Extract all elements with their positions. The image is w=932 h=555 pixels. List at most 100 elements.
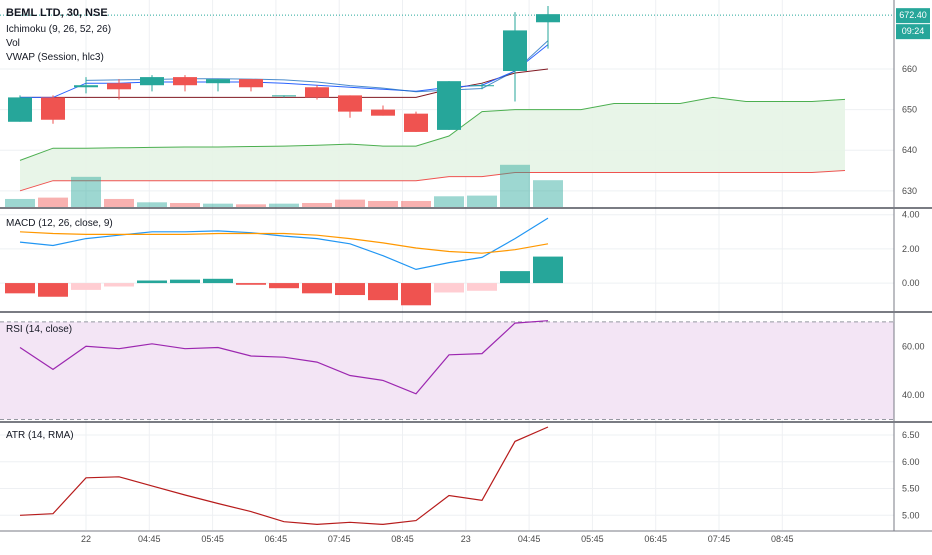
macd-histogram-bar[interactable] — [467, 283, 497, 291]
volume-bar[interactable] — [269, 203, 299, 207]
time-tick-label: 06:45 — [265, 534, 288, 544]
legend-macd[interactable]: MACD (12, 26, close, 9) — [6, 218, 113, 229]
volume-bar[interactable] — [236, 204, 266, 207]
price-scales[interactable]: 630 640 650 660 0.00 2.00 4.00 40.00 60.00 5.00 5.… — [902, 64, 925, 520]
legend-vwap[interactable]: VWAP (Session, hlc3) — [6, 52, 104, 63]
macd-histogram-bar[interactable] — [71, 283, 101, 290]
value-tick-label: 6.00 — [902, 457, 920, 467]
candle-body[interactable] — [338, 95, 362, 112]
value-tick-label: 660 — [902, 64, 917, 74]
macd-histogram-bar[interactable] — [236, 283, 266, 285]
macd-histogram-bar[interactable] — [137, 280, 167, 284]
candle-body[interactable] — [503, 30, 527, 72]
volume-bar[interactable] — [302, 202, 332, 207]
value-tick-label: 5.00 — [902, 510, 920, 520]
macd-histogram-bar[interactable] — [500, 271, 530, 284]
candle-body[interactable] — [470, 85, 494, 87]
value-tick-label: 0.00 — [902, 278, 920, 288]
volume-bar[interactable] — [38, 197, 68, 207]
time-tick-label: 04:45 — [138, 534, 161, 544]
macd-line[interactable] — [19, 217, 549, 271]
volume-bar[interactable] — [71, 176, 101, 207]
time-tick-label: 23 — [461, 534, 471, 544]
rsi-band-fill — [0, 321, 894, 420]
volume-bar[interactable] — [500, 164, 530, 207]
candle-body[interactable] — [41, 97, 65, 120]
value-tick-label: 2.00 — [902, 244, 920, 254]
value-tick-label: 630 — [902, 186, 917, 196]
candle-body[interactable] — [305, 87, 329, 98]
ichimoku-cloud — [20, 97, 845, 191]
atr-line[interactable] — [19, 426, 549, 526]
symbol-title[interactable]: BEML LTD, 30, NSE — [6, 7, 108, 19]
candle-body[interactable] — [206, 79, 230, 84]
macd-histogram-bar[interactable] — [269, 283, 299, 289]
time-tick-label: 07:45 — [328, 534, 351, 544]
legend-ichimoku[interactable]: Ichimoku (9, 26, 52, 26) — [6, 24, 111, 35]
legend-rsi[interactable]: RSI (14, close) — [6, 324, 72, 335]
candle-body[interactable] — [437, 81, 461, 130]
macd-histogram-bar[interactable] — [368, 283, 398, 301]
candle-body[interactable] — [74, 85, 98, 88]
value-tick-label: 6.50 — [902, 430, 920, 440]
candle-body[interactable] — [536, 14, 560, 23]
volume-bar[interactable] — [401, 200, 431, 207]
macd-histogram-bar[interactable] — [533, 256, 563, 284]
candle-body[interactable] — [239, 79, 263, 88]
time-tick-label: 07:45 — [708, 534, 731, 544]
volume-bar[interactable] — [104, 198, 134, 207]
candle-body[interactable] — [8, 97, 32, 122]
volume-bar[interactable] — [434, 196, 464, 207]
candle-body[interactable] — [404, 113, 428, 132]
time-tick-label: 05:45 — [581, 534, 604, 544]
macd-histogram-bar[interactable] — [434, 283, 464, 293]
time-tick-label: 05:45 — [201, 534, 224, 544]
legend-atr[interactable]: ATR (14, RMA) — [6, 430, 74, 441]
macd-histogram-bar[interactable] — [170, 279, 200, 284]
time-tick-label: 08:45 — [771, 534, 794, 544]
ichimoku-span-a-line[interactable] — [19, 96, 846, 161]
volume-bar[interactable] — [170, 202, 200, 207]
value-tick-label: 650 — [902, 105, 917, 115]
candle-body[interactable] — [173, 77, 197, 86]
time-tick-label: 08:45 — [391, 534, 414, 544]
candle-body[interactable] — [107, 83, 131, 90]
volume-bar[interactable] — [203, 203, 233, 207]
volume-bar[interactable] — [335, 199, 365, 207]
price-pane[interactable] — [0, 6, 894, 207]
macd-histogram-bar[interactable] — [104, 283, 134, 287]
candle-body[interactable] — [140, 77, 164, 86]
macd-histogram-bar[interactable] — [401, 283, 431, 306]
atr-pane[interactable] — [19, 426, 549, 526]
candle-body[interactable] — [371, 109, 395, 116]
time-tick-label: 04:45 — [518, 534, 541, 544]
candle-body[interactable] — [272, 95, 296, 97]
ichimoku-span-b-line[interactable] — [19, 170, 846, 192]
volume-bar[interactable] — [467, 195, 497, 207]
volume-bar[interactable] — [137, 202, 167, 207]
macd-histogram-bar[interactable] — [5, 283, 35, 294]
macd-histogram-bar[interactable] — [38, 283, 68, 297]
macd-histogram-bar[interactable] — [203, 278, 233, 284]
volume-bar[interactable] — [5, 198, 35, 207]
time-axis[interactable]: 22 04:45 05:45 06:45 07:45 08:45 23 04:45 05:45 0… — [81, 534, 794, 544]
value-tick-label: 640 — [902, 145, 917, 155]
volume-bar[interactable] — [368, 200, 398, 207]
countdown-badge — [896, 24, 930, 40]
last-price-badge — [896, 8, 930, 24]
macd-signal-line[interactable] — [19, 231, 549, 254]
value-tick-label: 60.00 — [902, 341, 925, 351]
value-tick-label: 4.00 — [902, 210, 920, 220]
value-tick-label: 5.50 — [902, 484, 920, 494]
macd-histogram-bar[interactable] — [302, 283, 332, 294]
legend-volume[interactable]: Vol — [6, 38, 20, 49]
value-tick-label: 40.00 — [902, 390, 925, 400]
volume-bar[interactable] — [533, 180, 563, 207]
macd-pane[interactable] — [5, 217, 563, 306]
pane-separators[interactable] — [0, 0, 932, 532]
rsi-line[interactable] — [19, 320, 549, 395]
macd-histogram-bar[interactable] — [335, 283, 365, 296]
rsi-pane[interactable] — [0, 320, 894, 420]
